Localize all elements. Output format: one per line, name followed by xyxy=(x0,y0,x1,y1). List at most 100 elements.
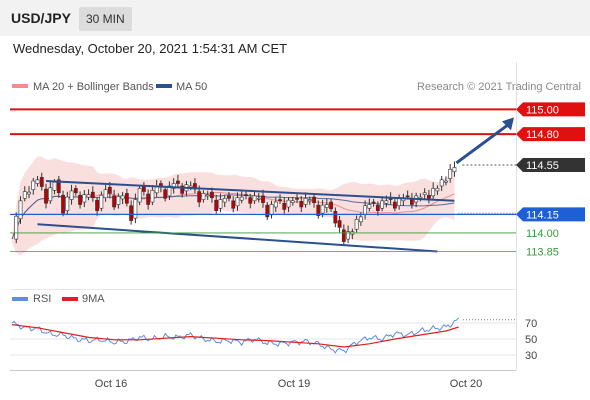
candle-body xyxy=(448,168,453,179)
candle-body xyxy=(307,199,312,202)
symbol-title: USD/JPY xyxy=(11,10,71,26)
candle-body xyxy=(371,201,376,204)
candle-body xyxy=(65,196,70,211)
candle-body xyxy=(197,191,202,203)
trend-line xyxy=(45,180,455,202)
candle-body xyxy=(397,198,402,207)
candle-body xyxy=(176,180,180,184)
rsi-legend: RSI 9MA xyxy=(12,293,105,305)
level-label: 114.00 xyxy=(526,228,559,240)
candle-body xyxy=(116,196,121,205)
rsi-plot: 70 50 30 xyxy=(10,317,537,362)
level-label-box xyxy=(516,102,585,117)
timeframe-badge[interactable]: 30 MIN xyxy=(79,7,132,31)
top-bar: USD/JPY 30 MIN xyxy=(0,0,590,36)
candle-body xyxy=(405,195,410,198)
candle-body xyxy=(363,205,368,215)
level-label: 114.55 xyxy=(526,160,559,172)
candle-body xyxy=(320,204,325,214)
level-label-box xyxy=(516,207,585,222)
candle-body xyxy=(375,204,380,211)
candle-body xyxy=(252,195,257,202)
rsi-line xyxy=(11,317,460,354)
candle-body xyxy=(218,199,223,209)
candle-body xyxy=(133,199,138,219)
candle-body xyxy=(56,179,61,194)
legend-label-rsi: RSI xyxy=(33,293,51,305)
candle-body xyxy=(120,195,125,200)
candle-body xyxy=(103,189,108,199)
candle-body xyxy=(44,188,48,204)
candle-body xyxy=(171,183,176,189)
candle-body xyxy=(312,196,316,203)
candle-body xyxy=(78,194,82,205)
legend-label-9ma: 9MA xyxy=(82,293,105,305)
candle-body xyxy=(61,194,65,214)
candle-body xyxy=(214,199,219,211)
panel-separator xyxy=(10,289,516,290)
candle-body xyxy=(244,194,248,196)
candle-body xyxy=(265,204,270,218)
trend-line xyxy=(37,223,438,253)
rsi-ma9-line xyxy=(11,324,459,348)
candle-body xyxy=(248,197,253,204)
candle-body xyxy=(427,194,431,199)
candle-body xyxy=(31,180,36,190)
level-label-box xyxy=(516,157,585,172)
candle-body xyxy=(27,191,31,195)
candle-body xyxy=(90,191,95,199)
candle-body xyxy=(439,179,444,187)
credit-text: Research © 2021 Trading Central xyxy=(417,81,581,93)
candle-body xyxy=(163,189,168,199)
candle-body xyxy=(129,205,134,221)
candle-body xyxy=(201,193,206,200)
candle-body xyxy=(354,219,359,230)
level-label: 114.80 xyxy=(526,129,559,141)
candle-body xyxy=(124,193,129,204)
candle-body xyxy=(346,231,350,240)
candle-body xyxy=(333,211,338,224)
legend-label-ma50: MA 50 xyxy=(176,81,207,93)
legend-swatch-rsi xyxy=(12,297,28,301)
right-axis-line xyxy=(516,62,517,370)
candle-body xyxy=(256,198,261,200)
candle-body xyxy=(273,201,278,208)
candle-body xyxy=(341,229,346,242)
x-axis-line xyxy=(10,370,516,371)
legend-label-ma20: MA 20 + Bollinger Bands xyxy=(33,81,154,93)
candle-body xyxy=(329,201,333,210)
candle-body xyxy=(235,197,240,207)
candle-body xyxy=(299,201,304,208)
candle-body xyxy=(22,191,27,199)
x-tick-label: Oct 20 xyxy=(450,378,482,390)
chart-datetime: Wednesday, October 20, 2021 1:54:31 AM C… xyxy=(13,41,288,56)
candle-body xyxy=(99,194,104,209)
candle-body xyxy=(444,180,448,183)
level-label: 115.00 xyxy=(526,104,559,116)
candle-body xyxy=(52,181,57,191)
legend-swatch-ma20 xyxy=(12,84,28,88)
candle-body xyxy=(137,188,142,203)
candle-body xyxy=(167,185,172,197)
rsi-tick-label: 30 xyxy=(525,350,537,362)
candle-body xyxy=(18,200,23,220)
candle-body xyxy=(150,189,155,203)
candle-body xyxy=(210,191,214,199)
candle-body xyxy=(435,188,440,192)
candle-body xyxy=(392,201,397,209)
candle-body xyxy=(384,200,389,204)
rsi-tick-label: 50 xyxy=(525,334,537,346)
candle-body xyxy=(227,195,231,199)
candle-body xyxy=(286,199,291,208)
x-tick-label: Oct 19 xyxy=(278,378,310,390)
candle-body xyxy=(422,192,427,195)
candle-body xyxy=(14,215,19,240)
rsi-tick-label: 70 xyxy=(525,318,537,330)
candle-body xyxy=(337,220,342,228)
main-legend: MA 20 + Bollinger Bands MA 50 xyxy=(12,81,207,93)
candle-body xyxy=(112,195,117,208)
legend-swatch-9ma xyxy=(62,297,78,301)
forecast-arrow-shaft xyxy=(455,122,511,165)
candle-body xyxy=(367,204,372,209)
